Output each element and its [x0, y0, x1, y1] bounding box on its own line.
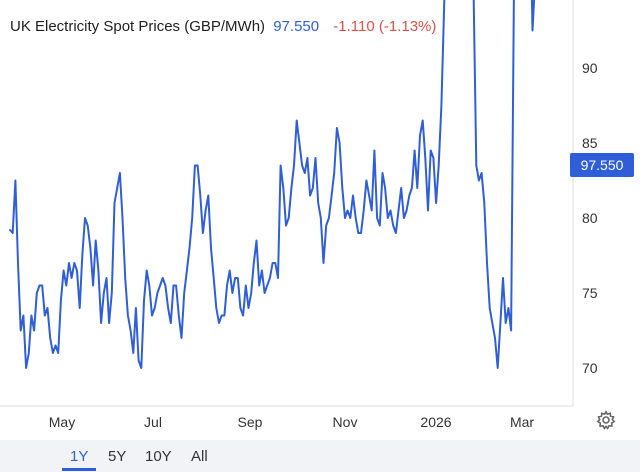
last-price-badge: 97.550 [570, 153, 634, 177]
y-tick-label: 75 [582, 285, 598, 301]
range-10y-button[interactable]: 10Y [145, 448, 172, 465]
current-price: 97.550 [273, 18, 320, 35]
x-tick-label: 2026 [420, 414, 451, 430]
y-axis-labels: 707580859095100105110115 [582, 0, 598, 376]
y-tick-label: 85 [582, 135, 598, 151]
y-tick-label: 95 [582, 0, 598, 1]
price-change: -1.110 (-1.13%) [333, 18, 437, 35]
x-tick-label: Nov [333, 414, 358, 430]
x-tick-label: Sep [238, 414, 263, 430]
y-tick-label: 80 [582, 210, 598, 226]
y-tick-label: 70 [582, 360, 598, 376]
y-tick-label: 90 [582, 60, 598, 76]
x-tick-label: May [49, 414, 75, 430]
x-tick-label: Jul [144, 414, 162, 430]
range-5y-button[interactable]: 5Y [108, 448, 127, 465]
range-1y-button[interactable]: 1Y [70, 448, 89, 465]
range-all-button[interactable]: All [191, 448, 208, 465]
chart-header: UK Electricity Spot Prices (GBP/MWh) 97.… [10, 18, 436, 35]
x-axis-labels: May Jul Sep Nov 2026 Mar [49, 414, 535, 430]
x-tick-label: Mar [510, 414, 534, 430]
gear-icon[interactable] [596, 410, 616, 430]
active-range-indicator [62, 468, 96, 471]
series-line [9, 0, 536, 369]
price-chart: 707580859095100105110115 MayJulSepNov202… [0, 0, 598, 430]
chart-title: UK Electricity Spot Prices (GBP/MWh) [10, 18, 266, 35]
range-selector: 1Y 5Y 10Y All [0, 440, 640, 472]
